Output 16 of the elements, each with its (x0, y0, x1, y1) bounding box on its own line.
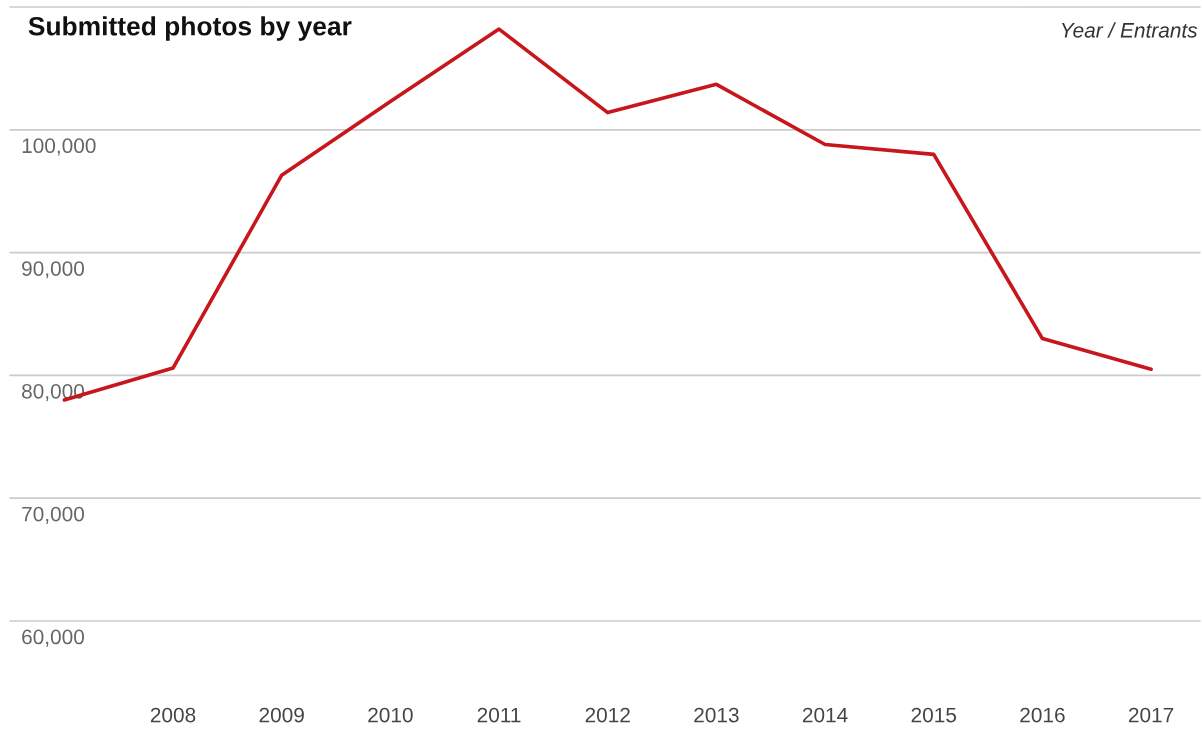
y-tick-label: 70,000 (22, 506, 85, 524)
chart-title: Submitted photos by year (28, 16, 352, 41)
x-tick-label: 2016 (1020, 707, 1065, 723)
x-tick-label: 2009 (259, 707, 304, 723)
x-tick-label: 2012 (585, 707, 630, 723)
y-tick-label: 60,000 (22, 629, 85, 647)
x-tick-label: 2015 (911, 707, 957, 723)
x-tick-label: 2013 (694, 707, 739, 723)
x-tick-label: 2014 (802, 707, 848, 723)
y-tick-label: 100,000 (22, 138, 96, 156)
annotation: Year / Entrants (1061, 22, 1198, 38)
x-tick-label: 2010 (368, 707, 413, 723)
x-tick-label: 2008 (150, 707, 196, 723)
x-tick-label: 2011 (477, 707, 521, 723)
y-tick-label: 90,000 (22, 261, 85, 279)
x-tick-label: 2017 (1128, 707, 1174, 723)
